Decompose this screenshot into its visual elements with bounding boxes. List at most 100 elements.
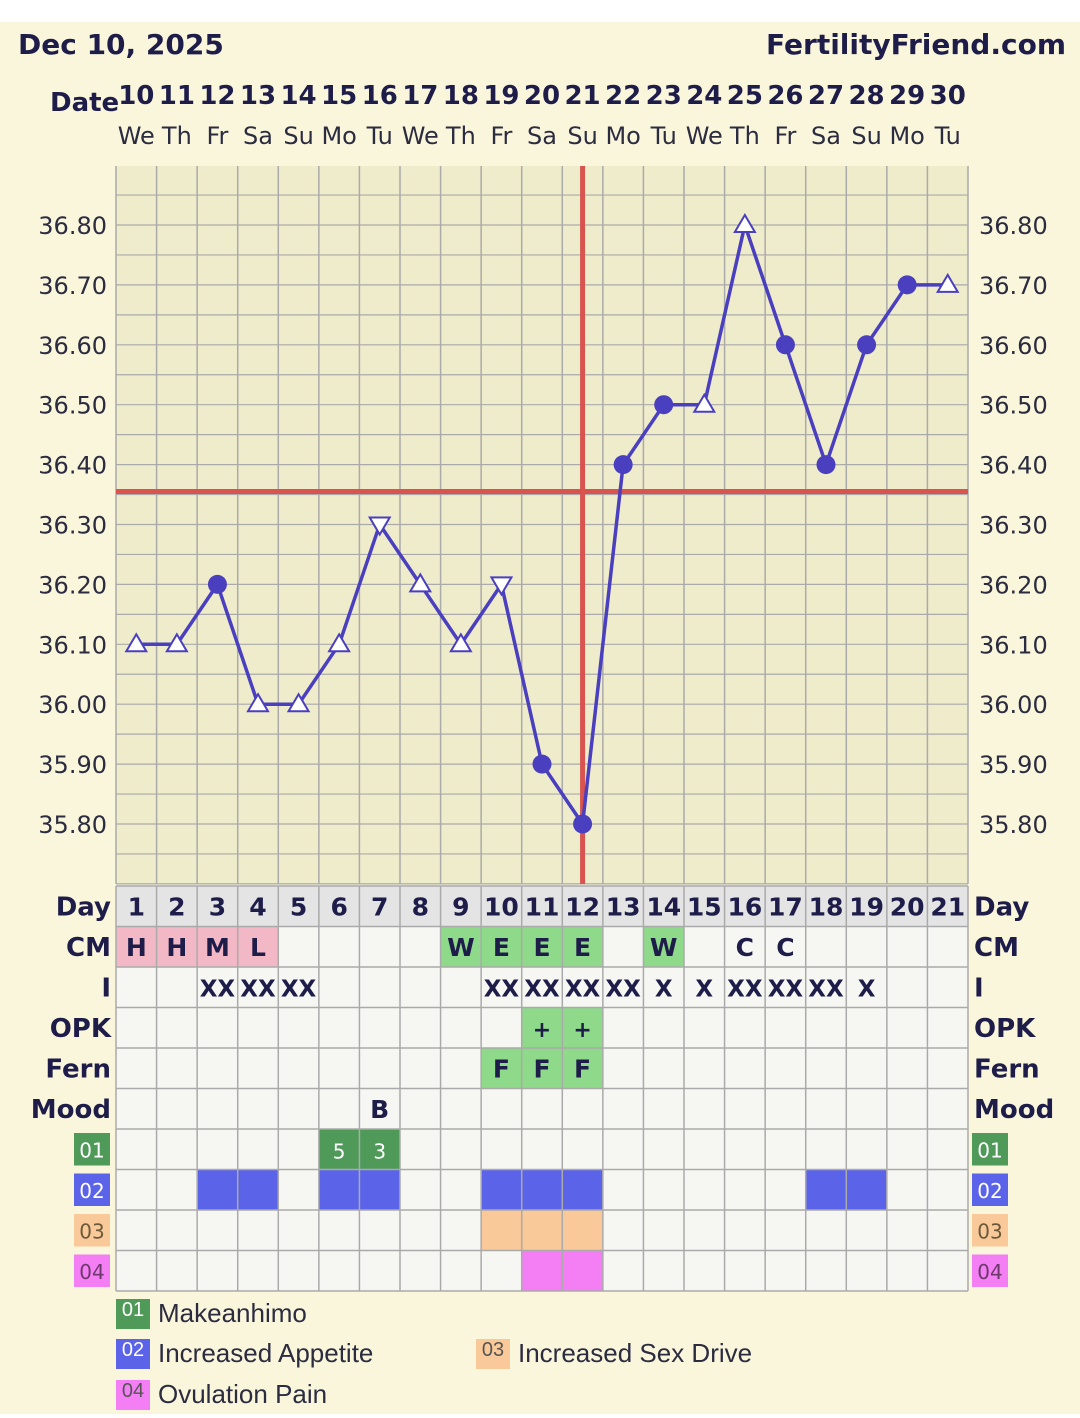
- y-tick-left: 36.50: [38, 392, 107, 420]
- temperature-point: [654, 395, 674, 415]
- weekday-label: Su: [567, 122, 597, 150]
- y-tick-right: 36.10: [979, 631, 1048, 659]
- y-tick-right: 36.50: [979, 392, 1048, 420]
- symptom-01-cell: 5: [333, 1139, 346, 1163]
- fern-cell-fill: [562, 1048, 603, 1089]
- symptom-02-cell-fill: [237, 1169, 279, 1210]
- day-cell: 16: [727, 892, 762, 921]
- temperature-point-open: [935, 272, 960, 293]
- y-tick-left: 36.40: [38, 452, 107, 480]
- intercourse-cell: XX: [808, 976, 844, 1002]
- intercourse-cell: XX: [524, 976, 560, 1002]
- y-tick-left: 36.70: [38, 272, 107, 300]
- y-tick-right: 35.90: [979, 751, 1048, 779]
- intercourse-cell: XX: [240, 976, 276, 1002]
- y-tick-right: 35.80: [979, 811, 1048, 839]
- legend-item-04: 04 Ovulation Pain: [116, 1379, 327, 1410]
- y-tick-right: 36.70: [979, 272, 1048, 300]
- intercourse-cell: XX: [605, 976, 641, 1002]
- intercourse-cell: XX: [281, 976, 317, 1002]
- cm-cell-fill: [237, 926, 279, 967]
- y-tick-left: 36.10: [38, 631, 107, 659]
- weekday-label: Sa: [811, 122, 841, 150]
- legend-item-03: 03 Increased Sex Drive: [476, 1338, 752, 1369]
- symptom-02-cell-fill: [846, 1169, 887, 1210]
- intercourse-row-bg: [116, 967, 968, 1008]
- legend-item-01: 01 Makeanhimo: [116, 1298, 307, 1329]
- mood-cell: B: [370, 1095, 389, 1124]
- date-number: 20: [524, 81, 560, 111]
- date-number: 21: [564, 81, 600, 111]
- fern-cell-fill: [521, 1048, 563, 1089]
- date-label: Date: [50, 88, 120, 118]
- weekday-label: Mo: [321, 122, 356, 150]
- temperature-point: [613, 455, 633, 475]
- temperature-point-open: [246, 692, 270, 713]
- symptom-03-cell-fill: [521, 1210, 563, 1251]
- temperature-point-open: [408, 572, 433, 593]
- temperature-point: [532, 754, 552, 774]
- weekday-label: Fr: [774, 122, 796, 150]
- weekday-label: Mo: [605, 122, 640, 150]
- y-tick-left: 36.60: [38, 332, 107, 360]
- symptom-01-cell: 3: [373, 1139, 386, 1163]
- symptom-03-badge-right: [972, 1214, 1008, 1247]
- cm-cell-fill: [521, 926, 563, 967]
- day-cell: 8: [412, 892, 429, 921]
- fern-cell: F: [533, 1054, 550, 1083]
- day-cell: 10: [484, 892, 519, 921]
- symptom-02-cell-fill: [481, 1169, 522, 1210]
- temperature-point: [897, 275, 917, 295]
- cm-cell: L: [250, 933, 266, 962]
- date-number: 10: [118, 81, 154, 111]
- y-tick-right: 36.60: [979, 332, 1048, 360]
- symptom-02-badge-right: [972, 1173, 1008, 1206]
- temperature-point-open: [367, 516, 392, 537]
- cm-cell: M: [205, 933, 230, 962]
- symptom-02-cell-fill: [318, 1169, 360, 1210]
- temperature-point-open: [692, 392, 717, 413]
- intercourse-cell: XX: [768, 976, 804, 1002]
- weekday-label: Su: [283, 122, 313, 150]
- day-cell: 13: [606, 892, 641, 921]
- cm-cell: H: [126, 933, 147, 962]
- symptom-03-label-left: 03: [79, 1219, 104, 1243]
- cm-cell: C: [736, 933, 754, 962]
- date-number: 11: [159, 81, 195, 111]
- symptom-02-label-right: 02: [977, 1179, 1002, 1203]
- day-cell: 18: [809, 892, 844, 921]
- symptom-01-row-bg: [116, 1129, 968, 1170]
- weekday-label: Tu: [650, 122, 677, 150]
- cm-cell-fill: [643, 926, 684, 967]
- temperature-point-open: [733, 213, 757, 233]
- date-number: 30: [930, 81, 966, 111]
- site-name: FertilityFriend.com: [766, 28, 1066, 61]
- temperature-point-open: [165, 632, 189, 653]
- opk-cell-fill: [562, 1007, 603, 1048]
- cm-cell: E: [574, 933, 591, 962]
- date-number: 22: [605, 81, 641, 111]
- temperature-point: [207, 574, 227, 594]
- day-label-right: Day: [974, 892, 1029, 922]
- cm-cell-fill: [197, 926, 238, 967]
- y-tick-left: 36.80: [38, 212, 107, 240]
- opk-cell: +: [573, 1018, 591, 1043]
- date-number: 13: [240, 81, 276, 111]
- temperature-point-open: [449, 632, 473, 653]
- date-number: 19: [483, 81, 519, 111]
- fern-cell: F: [493, 1054, 510, 1083]
- cm-cell: E: [533, 933, 550, 962]
- day-label-left: Day: [56, 892, 111, 922]
- symptom-02-cell-fill: [359, 1169, 400, 1210]
- date-number: 16: [362, 81, 398, 111]
- weekday-label: Fr: [490, 122, 512, 150]
- y-tick-left: 36.00: [38, 691, 107, 719]
- date-number: 23: [646, 81, 682, 111]
- symptom-01-badge-right: [972, 1133, 1008, 1166]
- weekday-label: We: [402, 122, 439, 150]
- cm-label-right: CM: [974, 933, 1019, 963]
- weekday-label: We: [686, 122, 723, 150]
- day-cell: 14: [646, 892, 681, 921]
- temperature-point-open: [327, 632, 351, 653]
